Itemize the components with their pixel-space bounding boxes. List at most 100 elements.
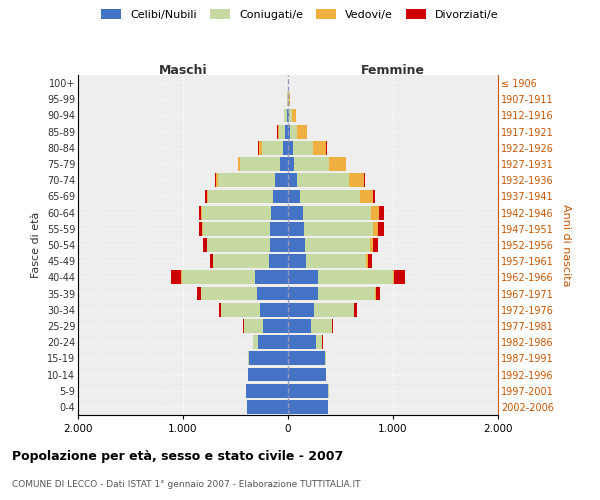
Bar (206, 190, 208, 203)
Bar (316, 336, 322, 349)
Bar (287, 108, 288, 122)
Text: COMUNE DI LECCO - Dati ISTAT 1° gennaio 2007 - Elaborazione TUTTITALIA.IT: COMUNE DI LECCO - Dati ISTAT 1° gennaio … (12, 480, 361, 489)
Bar (288, 222, 304, 235)
Bar (248, 352, 249, 365)
Bar (394, 270, 404, 284)
Bar (256, 270, 288, 284)
Bar (305, 238, 370, 252)
Bar (240, 157, 280, 171)
Bar (313, 141, 326, 154)
Bar (199, 222, 202, 235)
Bar (288, 286, 319, 300)
Bar (284, 108, 287, 122)
Bar (208, 190, 274, 203)
Bar (349, 174, 364, 187)
Bar (299, 190, 361, 203)
Bar (370, 238, 373, 252)
Bar (262, 141, 283, 154)
Bar (371, 206, 379, 220)
Bar (283, 141, 288, 154)
Bar (361, 190, 373, 203)
Bar (203, 222, 270, 235)
Bar (288, 157, 295, 171)
Bar (260, 303, 288, 316)
Bar (355, 303, 356, 316)
Bar (288, 384, 328, 398)
Bar (304, 222, 373, 235)
Bar (373, 190, 375, 203)
Y-axis label: Anni di nascita: Anni di nascita (560, 204, 571, 286)
Bar (247, 400, 288, 414)
Bar (288, 319, 311, 333)
Bar (280, 157, 288, 171)
Bar (289, 108, 292, 122)
Bar (303, 206, 371, 220)
Text: Popolazione per età, sesso e stato civile - 2007: Popolazione per età, sesso e stato civil… (12, 450, 343, 463)
Bar (298, 174, 349, 187)
Bar (373, 238, 379, 252)
Bar (248, 368, 288, 382)
Bar (288, 270, 319, 284)
Bar (332, 319, 333, 333)
Bar (203, 238, 206, 252)
Bar (376, 286, 380, 300)
Bar (288, 352, 325, 365)
Bar (259, 141, 262, 154)
Bar (319, 286, 375, 300)
Bar (270, 222, 288, 235)
Bar (288, 206, 303, 220)
Bar (257, 286, 288, 300)
Legend: Celibi/Nubili, Coniugati/e, Vedovi/e, Divorziati/e: Celibi/Nubili, Coniugati/e, Vedovi/e, Di… (98, 6, 502, 23)
Bar (288, 368, 326, 382)
Bar (288, 174, 298, 187)
Bar (288, 141, 293, 154)
Bar (286, 125, 288, 138)
Bar (288, 254, 307, 268)
Bar (201, 286, 257, 300)
Bar (274, 190, 288, 203)
Bar (288, 108, 289, 122)
Bar (244, 319, 263, 333)
Bar (249, 352, 288, 365)
Bar (288, 400, 328, 414)
Bar (171, 270, 181, 284)
Bar (295, 157, 329, 171)
Bar (293, 141, 313, 154)
Text: Maschi: Maschi (158, 64, 208, 76)
Bar (329, 157, 346, 171)
Bar (219, 303, 221, 316)
Bar (210, 254, 213, 268)
Bar (393, 270, 394, 284)
Bar (205, 190, 206, 203)
Bar (364, 174, 365, 187)
Bar (311, 319, 332, 333)
Bar (378, 222, 383, 235)
Bar (218, 174, 275, 187)
Bar (199, 206, 202, 220)
Bar (288, 190, 299, 203)
Bar (182, 270, 256, 284)
Bar (207, 238, 270, 252)
Bar (257, 336, 288, 349)
Bar (366, 254, 368, 268)
Bar (263, 319, 288, 333)
Bar (290, 125, 298, 138)
Bar (246, 384, 288, 398)
Y-axis label: Fasce di età: Fasce di età (31, 212, 41, 278)
Bar (292, 108, 296, 122)
Bar (319, 270, 393, 284)
Bar (277, 125, 279, 138)
Bar (325, 352, 326, 365)
Bar (214, 254, 269, 268)
Bar (215, 174, 218, 187)
Bar (279, 125, 286, 138)
Bar (288, 303, 314, 316)
Bar (197, 286, 200, 300)
Bar (275, 174, 288, 187)
Bar (307, 254, 366, 268)
Bar (314, 303, 354, 316)
Bar (298, 125, 307, 138)
Bar (270, 238, 288, 252)
Bar (288, 125, 290, 138)
Text: Femmine: Femmine (361, 64, 425, 76)
